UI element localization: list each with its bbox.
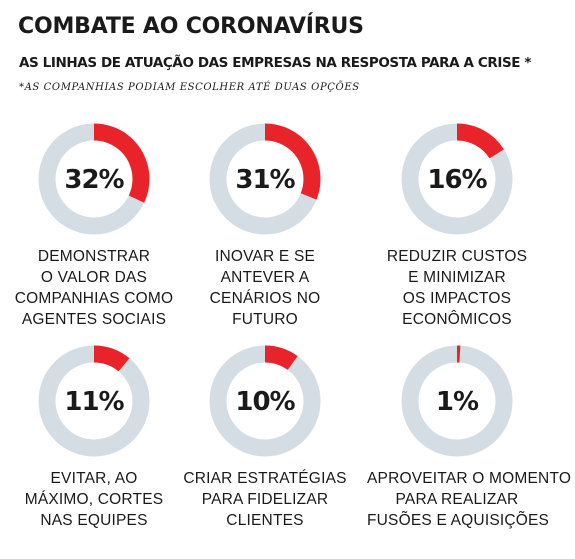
donut-slice: [38, 123, 150, 235]
donut-slice: [38, 345, 150, 457]
category-label-line: CENÁRIOS NO: [209, 290, 321, 307]
category-label: REDUZIR CUSTOS E MINIMIZAR OS IMPACTOS ECON…: [367, 246, 547, 330]
category-label-line: OS IMPACTOS: [402, 290, 512, 307]
donut-chart: 11%: [38, 345, 150, 457]
category-label-line: O VALOR DAS: [40, 269, 148, 286]
category-label: CRIAR ESTRATÉGIAS PARA FIDELIZAR CLIENTES: [175, 468, 355, 531]
category-label-line: AGENTES SOCIAIS: [21, 311, 167, 328]
donut-chart: 1%: [401, 345, 513, 457]
donut-item: 31% INOVAR E SE ANTEVER A CENÁRIOS NO FUTURO: [175, 118, 355, 330]
category-label-line: REDUZIR CUSTOS: [386, 248, 528, 265]
category-label-line: PARA FIDELIZAR: [201, 491, 329, 508]
category-label-line: NAS EQUIPES: [40, 512, 148, 529]
donut-chart: 31%: [209, 123, 321, 235]
donut-item: 1% APROVEITAR O MOMENTO PARA REALIZAR FUSÕE…: [367, 340, 572, 531]
category-label: EVITAR, AO MÁXIMO, CORTES NAS EQUIPES: [4, 468, 184, 531]
category-label-line: ANTEVER A: [220, 269, 310, 286]
category-label: APROVEITAR O MOMENTO PARA REALIZAR FUSÕES …: [367, 468, 572, 531]
category-label: DEMONSTRAR O VALOR DAS COMPANHIAS COMO AGEN…: [4, 246, 184, 330]
category-label-line: ECONÔMICOS: [402, 311, 512, 328]
page-title: COMBATE AO CORONAVÍRUS: [18, 14, 364, 39]
donut-chart: 10%: [209, 345, 321, 457]
donut-chart: 16%: [401, 123, 513, 235]
value-label: 1%: [436, 387, 479, 417]
category-label-line: E MINIMIZAR: [408, 269, 506, 286]
donut-slice: [401, 123, 513, 235]
category-label-line: APROVEITAR O MOMENTO: [367, 470, 572, 487]
donut-slice: [209, 345, 321, 457]
value-label: 16%: [427, 165, 487, 195]
category-label-line: FUSÕES E AQUISIÇÕES: [367, 512, 550, 529]
value-label: 31%: [235, 165, 295, 195]
footnote: *AS COMPANHIAS PODIAM ESCOLHER ATÉ DUAS …: [19, 82, 360, 93]
category-label-line: FUTURO: [232, 311, 298, 328]
value-label: 11%: [64, 387, 124, 417]
category-label-line: CRIAR ESTRATÉGIAS: [183, 470, 347, 487]
category-label: INOVAR E SE ANTEVER A CENÁRIOS NO FUTURO: [175, 246, 355, 330]
category-label-line: EVITAR, AO: [50, 470, 138, 487]
donut-item: 16% REDUZIR CUSTOS E MINIMIZAR OS IMPACTOS E…: [367, 118, 547, 330]
category-label-line: DEMONSTRAR: [37, 248, 151, 265]
donut-slice: [209, 123, 321, 235]
category-label-line: CLIENTES: [226, 512, 304, 529]
value-label: 10%: [235, 387, 295, 417]
category-label-line: COMPANHIAS COMO: [14, 290, 174, 307]
donut-item: 10% CRIAR ESTRATÉGIAS PARA FIDELIZAR CLIENT…: [175, 340, 355, 531]
value-label: 32%: [64, 165, 124, 195]
category-label-line: INOVAR E SE: [214, 248, 316, 265]
category-label-line: MÁXIMO, CORTES: [24, 491, 164, 508]
donut-chart: 32%: [38, 123, 150, 235]
chart-subtitle: AS LINHAS DE ATUAÇÃO DAS EMPRESAS NA RES…: [19, 55, 532, 71]
category-label-line: PARA REALIZAR: [395, 491, 519, 508]
donut-slice: [401, 345, 513, 457]
donut-item: 32% DEMONSTRAR O VALOR DAS COMPANHIAS COMO A…: [4, 118, 184, 330]
donut-item: 11% EVITAR, AO MÁXIMO, CORTES NAS EQUIPES: [4, 340, 184, 531]
